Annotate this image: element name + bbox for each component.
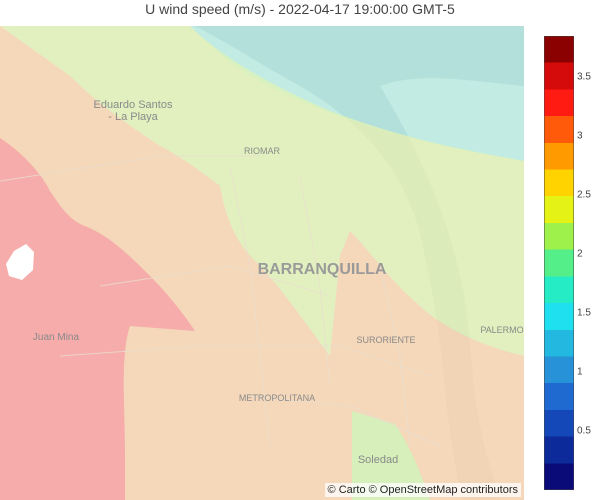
wind-region-soledad — [352, 411, 430, 500]
colorbar-tick-label: 3 — [577, 130, 583, 142]
label-eduardo-santos-2: - La Playa — [108, 111, 158, 123]
colorbar-tick-label: 2.5 — [577, 189, 591, 201]
colorbar-tick-label: 1 — [577, 366, 583, 378]
label-barranquilla: BARRANQUILLA — [258, 261, 387, 278]
label-eduardo-santos-1: Eduardo Santos — [94, 99, 173, 111]
colorbar-fill — [544, 36, 574, 490]
chart-title: U wind speed (m/s) - 2022-04-17 19:00:00… — [145, 1, 455, 17]
lake — [6, 244, 34, 280]
label-riomar: RIOMAR — [244, 146, 281, 156]
map-canvas[interactable]: Eduardo Santos - La Playa RIOMAR BARRANQ… — [0, 26, 524, 500]
map-attribution[interactable]: © Carto © OpenStreetMap contributors — [324, 483, 521, 497]
colorbar — [544, 36, 574, 490]
label-metropolitana: METROPOLITANA — [239, 393, 315, 403]
colorbar-gradient-svg — [544, 36, 574, 490]
wind-region-cyan — [190, 26, 524, 161]
label-juan-mina: Juan Mina — [33, 332, 80, 343]
colorbar-tick-label: 1.5 — [577, 307, 591, 319]
street-network — [0, 155, 441, 447]
map-view[interactable]: Eduardo Santos - La Playa RIOMAR BARRANQ… — [0, 26, 524, 500]
label-suroriente: SURORIENTE — [356, 335, 415, 345]
place-labels: Eduardo Santos - La Playa RIOMAR BARRANQ… — [33, 99, 524, 466]
wind-region-red — [0, 138, 195, 500]
colorbar-tick-label: 0.5 — [577, 425, 591, 437]
label-palermo: PALERMO — [480, 325, 523, 335]
colorbar-tick-label: 3.5 — [577, 71, 591, 83]
wind-region-peach — [0, 26, 524, 500]
colorbar-tick-label: 2 — [577, 248, 583, 260]
label-soledad: Soledad — [358, 454, 398, 466]
wind-region-light-green — [0, 26, 524, 356]
